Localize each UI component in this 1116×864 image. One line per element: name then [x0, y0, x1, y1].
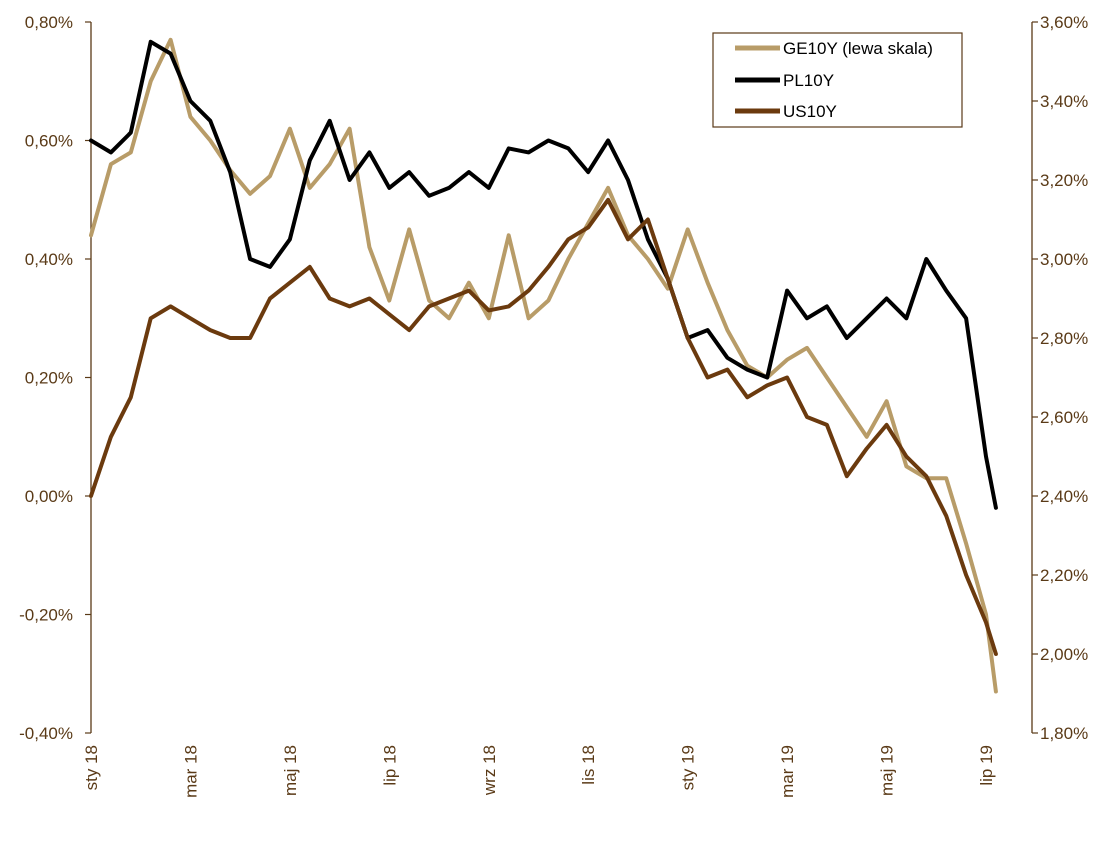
series-line-us10y: [89, 197, 998, 656]
right-tick-label: 3,20%: [1040, 171, 1088, 190]
right-tick-label: 2,00%: [1040, 645, 1088, 664]
x-tick-label: sty 18: [82, 745, 101, 790]
x-tick-label: mar 18: [181, 745, 200, 798]
left-tick-label: -0,20%: [19, 606, 73, 625]
x-tick-label: lip 18: [380, 745, 399, 786]
right-tick-label: 2,40%: [1040, 487, 1088, 506]
x-tick-label: maj 19: [878, 745, 897, 796]
x-tick-label: maj 18: [281, 745, 300, 796]
right-tick-label: 2,20%: [1040, 566, 1088, 585]
series-line-pl10y: [89, 39, 998, 510]
right-tick-label: 3,00%: [1040, 250, 1088, 269]
legend-label-ge10y: GE10Y (lewa skala): [783, 39, 933, 58]
left-tick-label: 0,80%: [25, 13, 73, 32]
series-line-ge10y: [89, 37, 998, 694]
right-tick-label: 1,80%: [1040, 724, 1088, 743]
x-tick-label: lip 19: [977, 745, 996, 786]
x-tick-label: mar 19: [778, 745, 797, 798]
x-tick-label: wrz 18: [480, 745, 499, 796]
right-tick-label: 2,60%: [1040, 408, 1088, 427]
left-tick-label: 0,60%: [25, 132, 73, 151]
x-tick-label: sty 19: [679, 745, 698, 790]
series-layer: [89, 37, 998, 694]
legend-label-us10y: US10Y: [783, 102, 837, 121]
left-tick-label: -0,40%: [19, 724, 73, 743]
right-tick-label: 3,60%: [1040, 13, 1088, 32]
left-tick-label: 0,20%: [25, 369, 73, 388]
axes: 0,80% 0,60% 0,40% 0,20% 0,00% -0,20% -0,40% 3,6…: [19, 13, 1088, 798]
left-tick-label: 0,40%: [25, 250, 73, 269]
legend: GE10Y (lewa skala) PL10Y US10Y: [712, 32, 963, 128]
legend-label-pl10y: PL10Y: [783, 71, 834, 90]
right-tick-label: 2,80%: [1040, 329, 1088, 348]
x-tick-label: lis 18: [579, 745, 598, 785]
left-tick-label: 0,00%: [25, 487, 73, 506]
right-tick-label: 3,40%: [1040, 92, 1088, 111]
